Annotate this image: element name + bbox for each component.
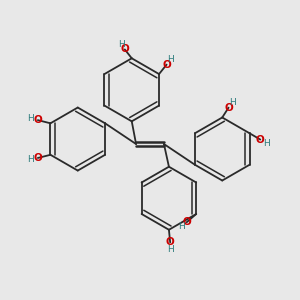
- Text: H: H: [167, 55, 174, 64]
- Text: H: H: [178, 222, 185, 231]
- Text: H: H: [28, 114, 34, 123]
- Text: H: H: [263, 139, 269, 148]
- Text: H: H: [167, 245, 174, 254]
- Text: O: O: [224, 103, 233, 113]
- Text: O: O: [162, 60, 171, 70]
- Text: O: O: [34, 153, 42, 163]
- Text: O: O: [34, 115, 42, 125]
- Text: H: H: [118, 40, 124, 49]
- Text: O: O: [256, 134, 265, 145]
- Text: O: O: [166, 237, 175, 248]
- Text: H: H: [28, 155, 34, 164]
- Text: H: H: [229, 98, 236, 107]
- Text: O: O: [182, 217, 191, 227]
- Text: O: O: [120, 44, 129, 55]
